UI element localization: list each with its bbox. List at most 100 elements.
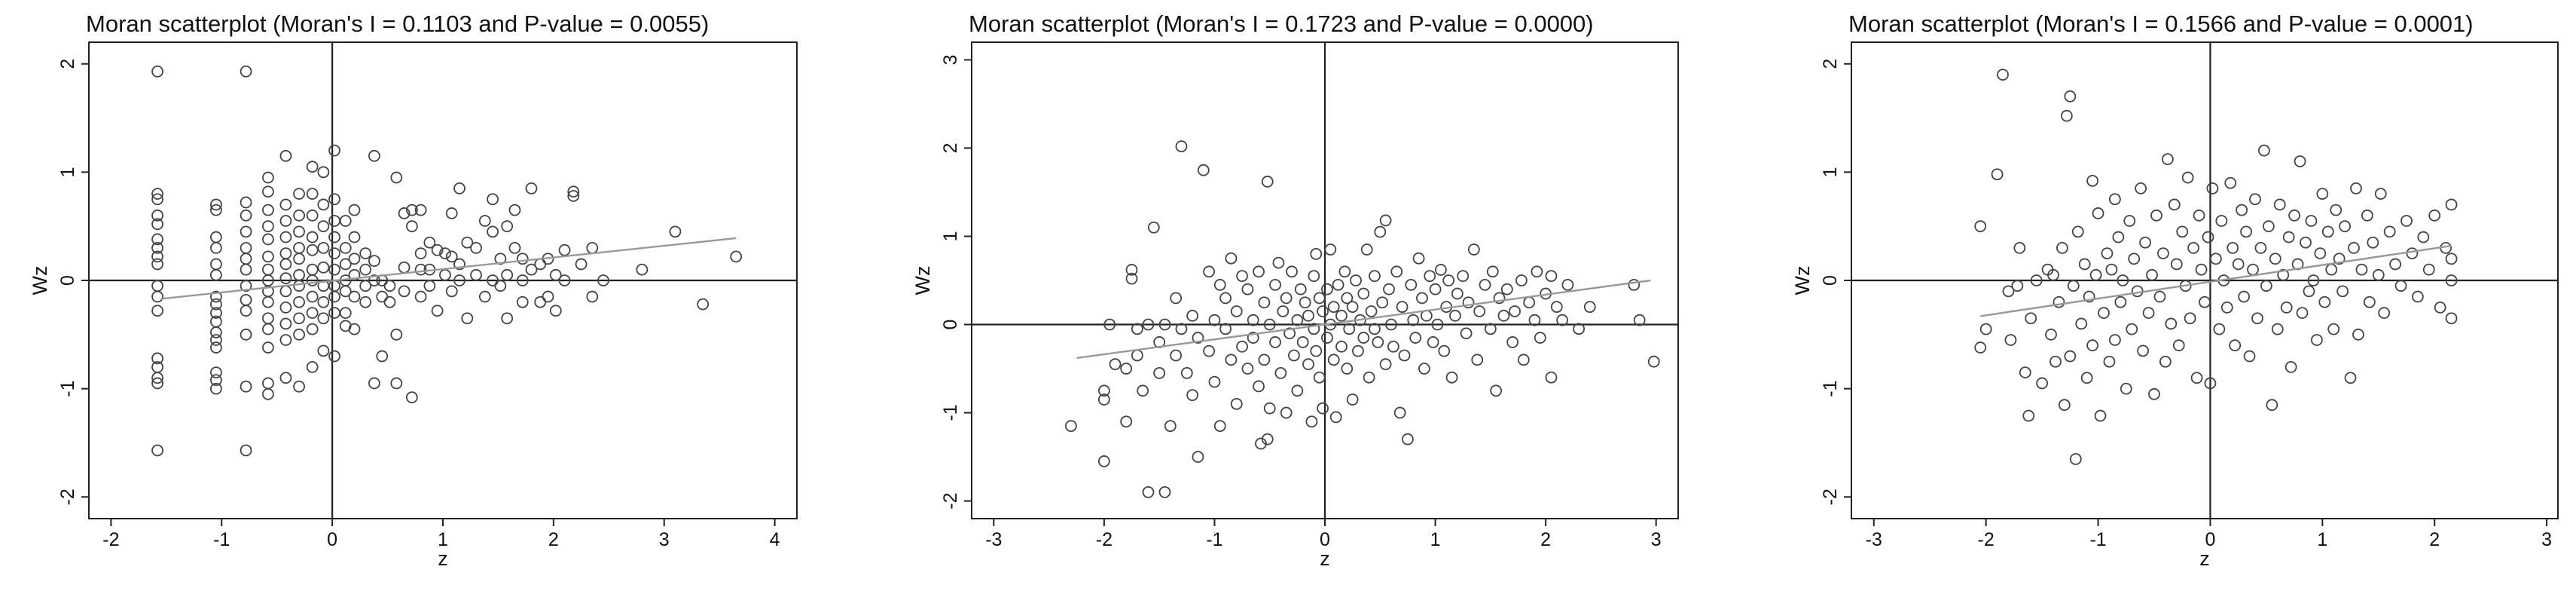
scatter-point <box>240 225 252 238</box>
scatter-point <box>1269 336 1281 348</box>
scatter-point <box>1335 340 1348 353</box>
scatter-point <box>2067 280 2080 292</box>
scatter-point <box>1158 318 1171 331</box>
scatter-point <box>2262 220 2275 233</box>
y-tick-label: -1 <box>1820 381 1841 397</box>
scatter-point <box>1509 305 1521 317</box>
scatter-point <box>501 312 514 325</box>
scatter-point <box>2305 215 2318 227</box>
scatter-point <box>1341 292 1354 305</box>
scatter-point <box>2243 350 2256 363</box>
scatter-point <box>1343 323 1356 335</box>
scatter-point <box>2232 258 2245 271</box>
scatter-point <box>2361 209 2373 222</box>
scatter-point <box>1103 318 1116 331</box>
scatter-point <box>487 225 499 238</box>
scatter-point <box>2318 295 2331 308</box>
scatter-point <box>293 225 305 238</box>
scatter-point <box>1402 433 1414 446</box>
scatter-point <box>2078 258 2091 271</box>
scatter-point <box>1125 272 1138 285</box>
scatter-point <box>1247 314 1259 326</box>
scatter-point <box>293 209 305 222</box>
scatter-point <box>210 268 222 281</box>
scatter-point <box>2411 290 2424 303</box>
scatter-point <box>1352 344 1364 357</box>
scatter-point <box>2445 198 2458 211</box>
scatter-point <box>1291 384 1304 397</box>
scatter-point <box>293 380 305 393</box>
scatter-point <box>2036 377 2049 390</box>
scatter-point <box>2445 312 2458 325</box>
scatter-point <box>2187 242 2200 254</box>
scatter-point <box>2086 174 2099 187</box>
scatter-point <box>2120 382 2132 395</box>
scatter-point <box>390 377 403 390</box>
scatter-point <box>1308 323 1320 335</box>
scatter-point <box>1418 363 1430 375</box>
scatter-point <box>1097 393 1110 406</box>
scatter-point <box>348 204 361 216</box>
scatter-point <box>1379 358 1392 371</box>
scatter-point <box>2271 323 2284 335</box>
x-tick-label: 2 <box>548 529 559 550</box>
scatter-point <box>240 305 252 317</box>
scatter-point <box>151 280 163 292</box>
scatter-point <box>1274 366 1287 379</box>
scatter-point <box>339 307 352 319</box>
scatter-point <box>1280 292 1293 305</box>
y-axis-label: Wz <box>29 266 51 295</box>
scatter-point <box>1120 415 1133 428</box>
scatter-point <box>2080 372 2093 384</box>
scatter-point <box>1515 274 1528 286</box>
scatter-point <box>2030 274 2043 286</box>
scatter-point <box>293 268 305 281</box>
scatter-point <box>2314 247 2327 259</box>
scatter-point <box>1991 168 2004 181</box>
scatter-point <box>240 253 252 265</box>
scatter-point <box>2165 317 2178 330</box>
scatter-point <box>1321 332 1333 344</box>
scatter-point <box>2204 377 2217 390</box>
scatter-point <box>210 204 222 216</box>
scatter-point <box>1473 305 1486 317</box>
scatter-point <box>2303 285 2315 298</box>
scatter-point <box>359 263 372 276</box>
scatter-point <box>1979 323 1992 335</box>
scatter-point <box>2330 204 2343 216</box>
scatter-point <box>2092 207 2104 219</box>
scatter-point <box>1310 247 1323 260</box>
scatter-point <box>1393 406 1406 419</box>
scatter-point <box>1486 265 1499 278</box>
scatter-point <box>306 290 319 303</box>
scatter-point <box>2280 302 2293 314</box>
scatter-point <box>1490 384 1503 397</box>
scatter-point <box>293 253 305 265</box>
scatter-point <box>414 247 427 259</box>
scatter-point <box>151 188 163 200</box>
x-axis-label: z <box>438 547 448 570</box>
scatter-point <box>368 149 380 162</box>
scatter-point <box>2316 188 2329 200</box>
x-tick-label: 1 <box>2317 529 2327 550</box>
scatter-point <box>359 280 372 292</box>
scatter-point <box>2383 225 2396 238</box>
scatter-point <box>2086 339 2099 352</box>
x-axis-label: z <box>1320 547 1330 570</box>
scatter-point <box>414 263 427 276</box>
scatter-point <box>1445 371 1458 384</box>
scatter-point <box>516 253 529 265</box>
scatter-point <box>669 225 682 238</box>
scatter-point <box>151 372 163 384</box>
scatter-point <box>262 220 274 233</box>
y-tick-label: -2 <box>57 488 78 505</box>
scatter-point <box>2428 209 2441 222</box>
scatter-point <box>348 253 361 265</box>
scatter-point <box>2050 355 2062 368</box>
chart-panel-3: Moran scatterplot (Moran's I = 0.1566 an… <box>1791 11 2559 570</box>
scatter-point <box>2209 253 2222 265</box>
scatter-point <box>2146 268 2158 281</box>
scatter-point <box>431 305 444 317</box>
scatter-point <box>1327 354 1340 366</box>
scatter-point <box>279 258 292 271</box>
